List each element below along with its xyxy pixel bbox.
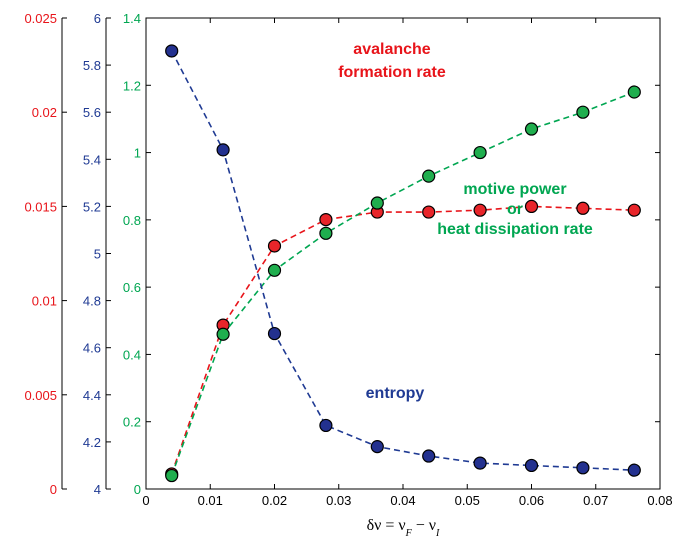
- green-tick-label: 0: [134, 482, 141, 497]
- blue-series-point: [165, 44, 179, 58]
- green-series-label: motive power: [463, 181, 566, 198]
- red-series-point: [524, 199, 539, 213]
- x-tick-label: 0: [142, 493, 149, 508]
- blue-tick-label: 5.6: [83, 105, 101, 120]
- red-series-point: [627, 203, 641, 217]
- annotation-layer: avalanche formation rate motive power or hea…: [338, 41, 593, 402]
- green-tick-label: 1.4: [123, 11, 141, 26]
- series-layer: [165, 44, 641, 483]
- red-series-label: formation rate: [338, 64, 446, 81]
- green-series-point: [319, 226, 333, 240]
- red-tick-label: 0.015: [24, 199, 57, 214]
- red-series-point: [422, 205, 436, 219]
- blue-tick-label: 4.8: [83, 294, 101, 309]
- green-series-label: or: [507, 201, 523, 218]
- red-series-label: avalanche: [353, 41, 430, 58]
- red-series-point: [473, 203, 487, 217]
- blue-series-point: [422, 449, 436, 463]
- x-tick-label: 0.05: [455, 493, 480, 508]
- green-series-point: [422, 169, 436, 183]
- red-tick-label: 0.02: [32, 105, 57, 120]
- green-series-point: [627, 85, 641, 99]
- green-tick-label: 1: [134, 146, 141, 161]
- green-tick-label: 0.6: [123, 280, 141, 295]
- green-series-point: [524, 122, 539, 136]
- blue-tick-label: 4.2: [83, 435, 101, 450]
- x-tick-label: 0.06: [519, 493, 544, 508]
- blue-tick-label: 4.4: [83, 388, 101, 403]
- blue-tick-label: 5.8: [83, 58, 101, 73]
- blue-series-point: [216, 143, 230, 157]
- blue-series-point: [370, 440, 384, 454]
- green-tick-label: 0.8: [123, 213, 141, 228]
- x-tick-label: 0.01: [198, 493, 223, 508]
- plot-frame: [145, 17, 661, 490]
- blue-tick-label: 4.6: [83, 341, 101, 356]
- blue-series-point: [576, 461, 590, 475]
- green-series-point: [370, 196, 384, 210]
- green-series-point: [216, 327, 230, 341]
- red-tick-label: 0.01: [32, 294, 57, 309]
- blue-tick-label: 5.4: [83, 152, 101, 167]
- red-tick-label: 0.025: [24, 11, 57, 26]
- x-axis: 0 0.01 0.02 0.03 0.04 0.05 0.06 0.07 0.08: [142, 18, 673, 508]
- green-tick-label: 0.2: [123, 415, 141, 430]
- x-tick-label: 0.04: [390, 493, 415, 508]
- green-tick-label: 0.4: [123, 347, 141, 362]
- blue-tick-label: 5.2: [83, 199, 101, 214]
- plot-border: [145, 17, 661, 490]
- green-series-line: [170, 91, 635, 476]
- x-axis-label: δν = νF − νI: [367, 517, 440, 539]
- red-series-point: [267, 239, 282, 253]
- red-series-line: [170, 205, 635, 475]
- green-series-point: [165, 468, 179, 483]
- y-axis-red: 0 0.005 0.01 0.015 0.02 0.025: [24, 11, 67, 497]
- blue-tick-label: 6: [94, 11, 101, 26]
- y-axis-green: 0 0.2 0.4 0.6 0.8 1 1.2 1.4: [123, 11, 660, 497]
- x-tick-label: 0.02: [262, 493, 287, 508]
- green-series-point: [576, 105, 590, 119]
- blue-tick-label: 4: [94, 482, 101, 497]
- green-tick-label: 1.2: [123, 78, 141, 93]
- x-tick-label: 0.07: [583, 493, 608, 508]
- blue-tick-label: 5: [94, 247, 101, 262]
- blue-series-point: [473, 456, 487, 470]
- y-axis-blue: 4 4.2 4.4 4.6 4.8 5 5.2 5.4 5.6 5.8 6: [83, 11, 111, 497]
- blue-series-line: [170, 50, 635, 471]
- red-series-point: [319, 212, 333, 227]
- blue-series-point: [267, 326, 282, 341]
- blue-series-point: [524, 458, 539, 473]
- x-tick-label: 0.08: [647, 493, 672, 508]
- blue-series-point: [319, 418, 333, 433]
- green-series-point: [267, 263, 282, 277]
- blue-series-point: [627, 463, 641, 477]
- green-series-point: [473, 145, 487, 160]
- green-series-label: heat dissipation rate: [437, 221, 593, 238]
- x-tick-label: 0.03: [326, 493, 351, 508]
- red-tick-label: 0.005: [24, 388, 57, 403]
- blue-series-label: entropy: [366, 385, 425, 402]
- red-series-point: [576, 201, 590, 215]
- red-tick-label: 0: [50, 482, 57, 497]
